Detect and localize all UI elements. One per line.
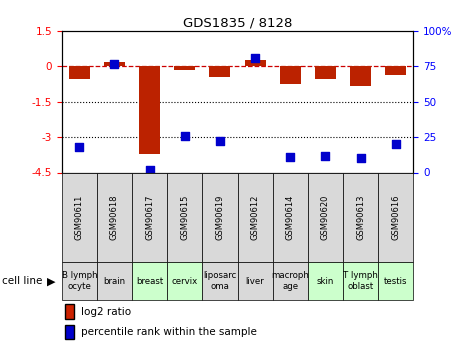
FancyBboxPatch shape bbox=[202, 262, 238, 300]
FancyBboxPatch shape bbox=[132, 172, 167, 262]
FancyBboxPatch shape bbox=[97, 172, 132, 262]
Text: GSM90616: GSM90616 bbox=[391, 195, 400, 240]
Bar bbox=[385, 66, 406, 75]
Text: GSM90618: GSM90618 bbox=[110, 195, 119, 240]
FancyBboxPatch shape bbox=[343, 262, 378, 300]
Point bbox=[286, 154, 294, 160]
Point bbox=[251, 55, 259, 61]
Bar bbox=[315, 66, 336, 79]
FancyBboxPatch shape bbox=[308, 262, 343, 300]
Bar bbox=[280, 66, 301, 84]
Text: cervix: cervix bbox=[171, 277, 198, 286]
Text: B lymph
ocyte: B lymph ocyte bbox=[62, 272, 97, 291]
FancyBboxPatch shape bbox=[65, 325, 74, 339]
FancyBboxPatch shape bbox=[238, 262, 273, 300]
Text: skin: skin bbox=[317, 277, 334, 286]
FancyBboxPatch shape bbox=[238, 172, 273, 262]
FancyBboxPatch shape bbox=[167, 172, 202, 262]
Text: cell line: cell line bbox=[2, 276, 43, 286]
Text: macroph
age: macroph age bbox=[271, 272, 309, 291]
Point bbox=[322, 153, 329, 158]
FancyBboxPatch shape bbox=[65, 304, 74, 319]
Text: testis: testis bbox=[384, 277, 408, 286]
Point bbox=[76, 144, 83, 150]
Text: brain: brain bbox=[104, 277, 125, 286]
Text: GSM90613: GSM90613 bbox=[356, 195, 365, 240]
Text: log2 ratio: log2 ratio bbox=[81, 307, 131, 316]
Bar bbox=[209, 66, 230, 77]
Text: percentile rank within the sample: percentile rank within the sample bbox=[81, 327, 257, 337]
Text: liver: liver bbox=[246, 277, 265, 286]
Bar bbox=[350, 66, 371, 87]
FancyBboxPatch shape bbox=[308, 172, 343, 262]
Point bbox=[111, 61, 118, 66]
Text: breast: breast bbox=[136, 277, 163, 286]
Text: GSM90614: GSM90614 bbox=[286, 195, 294, 240]
FancyBboxPatch shape bbox=[378, 172, 413, 262]
Text: GSM90615: GSM90615 bbox=[180, 195, 189, 240]
FancyBboxPatch shape bbox=[62, 262, 97, 300]
FancyBboxPatch shape bbox=[273, 262, 308, 300]
Bar bbox=[139, 66, 160, 154]
FancyBboxPatch shape bbox=[97, 262, 132, 300]
FancyBboxPatch shape bbox=[167, 262, 202, 300]
FancyBboxPatch shape bbox=[343, 172, 378, 262]
Text: T lymph
oblast: T lymph oblast bbox=[343, 272, 378, 291]
FancyBboxPatch shape bbox=[273, 172, 308, 262]
Text: ▶: ▶ bbox=[47, 276, 55, 286]
Bar bbox=[245, 60, 266, 66]
Text: GSM90611: GSM90611 bbox=[75, 195, 84, 240]
Point bbox=[392, 141, 399, 147]
Point bbox=[146, 167, 153, 172]
FancyBboxPatch shape bbox=[202, 172, 238, 262]
Title: GDS1835 / 8128: GDS1835 / 8128 bbox=[183, 17, 292, 30]
Bar bbox=[104, 62, 125, 66]
Text: GSM90612: GSM90612 bbox=[251, 195, 259, 240]
Text: liposarc
oma: liposarc oma bbox=[203, 272, 237, 291]
Text: GSM90619: GSM90619 bbox=[216, 195, 224, 240]
FancyBboxPatch shape bbox=[132, 262, 167, 300]
Text: GSM90617: GSM90617 bbox=[145, 195, 154, 240]
Bar bbox=[69, 66, 90, 79]
Point bbox=[357, 156, 364, 161]
Text: GSM90620: GSM90620 bbox=[321, 195, 330, 240]
Point bbox=[216, 139, 224, 144]
Bar bbox=[174, 66, 195, 70]
FancyBboxPatch shape bbox=[378, 262, 413, 300]
FancyBboxPatch shape bbox=[62, 172, 97, 262]
Point bbox=[181, 133, 189, 138]
